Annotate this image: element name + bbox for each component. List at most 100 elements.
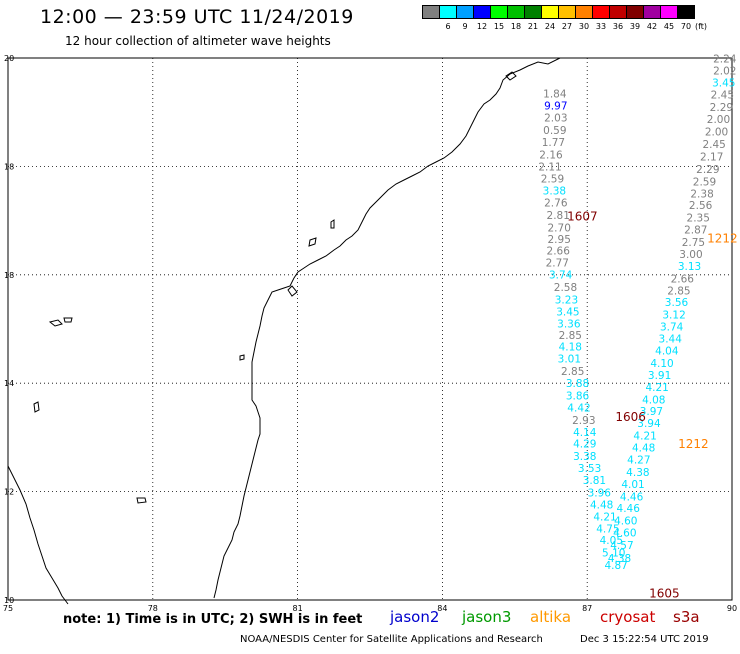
wave-height-label: 4.27 bbox=[627, 454, 650, 466]
wave-height-label: 2.58 bbox=[554, 282, 577, 294]
wave-height-label: 0.59 bbox=[543, 125, 566, 137]
wave-height-label: 9.97 bbox=[544, 100, 567, 112]
legend-label: 33 bbox=[595, 22, 607, 31]
note-text: note: 1) Time is in UTC; 2) SWH is in fe… bbox=[63, 612, 363, 627]
legend-label: 27 bbox=[561, 22, 573, 31]
island-f bbox=[136, 497, 147, 504]
lat-tick-label: 18 bbox=[4, 271, 14, 280]
track-time-label: 1212 bbox=[707, 231, 738, 245]
legend-label: 36 bbox=[612, 22, 624, 31]
wave-height-label: 1.84 bbox=[543, 89, 567, 101]
track-time-label: 1605 bbox=[649, 586, 680, 600]
wave-height-label: 4.57 bbox=[610, 540, 633, 552]
wave-height-label: 3.44 bbox=[659, 334, 683, 346]
wave-height-label: 2.87 bbox=[684, 225, 707, 237]
wave-height-label: 2.75 bbox=[682, 237, 705, 249]
lat-tick-label: 20 bbox=[4, 54, 14, 63]
mission-label-cryosat: cryosat bbox=[600, 608, 656, 626]
island-e bbox=[33, 401, 40, 413]
wave-height-label: 1.77 bbox=[542, 137, 565, 149]
island-i bbox=[505, 71, 517, 81]
wave-height-label: 3.74 bbox=[660, 322, 684, 334]
track-1212-outer: 2.242.023.452.452.292.002.002.452.172.29… bbox=[610, 53, 737, 552]
altimeter-tracks: 1.849.972.030.591.772.162.112.593.382.76… bbox=[538, 53, 736, 572]
wave-height-label: 2.85 bbox=[561, 366, 584, 378]
legend-label: 18 bbox=[510, 22, 522, 31]
wave-height-label: 2.35 bbox=[687, 213, 710, 225]
wave-height-label: 3.01 bbox=[558, 354, 581, 366]
wave-height-label: 2.70 bbox=[548, 222, 571, 234]
track-1607: 1.849.972.030.591.772.162.112.593.382.76… bbox=[538, 89, 631, 573]
mission-label-jason3: jason3 bbox=[462, 608, 512, 626]
mission-label-jason2: jason2 bbox=[390, 608, 440, 626]
wave-height-label: 2.59 bbox=[541, 174, 564, 186]
wave-height-label: 3.45 bbox=[712, 78, 735, 90]
wave-height-label: 4.87 bbox=[604, 560, 627, 572]
generated-timestamp: Dec 3 15:22:54 UTC 2019 bbox=[580, 634, 709, 645]
legend-label: 12 bbox=[476, 22, 488, 31]
color-legend: 6 9 12 15 18 21 24 27 30 33 36 39 42 45 70 (ft) bbox=[422, 5, 707, 34]
coastline-mainland bbox=[213, 57, 561, 599]
legend-swatch bbox=[677, 5, 695, 19]
wave-height-label: 2.24 bbox=[713, 53, 737, 65]
wave-height-label: 3.38 bbox=[543, 186, 566, 198]
wave-height-label: 2.76 bbox=[544, 198, 568, 210]
wave-height-label: 2.85 bbox=[559, 330, 582, 342]
mission-label-s3a: s3a bbox=[673, 608, 700, 626]
wave-height-label: 4.75 bbox=[596, 523, 619, 535]
wave-height-label: 4.21 bbox=[593, 511, 616, 523]
wave-height-label: 2.95 bbox=[548, 234, 571, 246]
wave-height-label: 2.45 bbox=[711, 90, 734, 102]
wave-height-label: 2.00 bbox=[707, 114, 730, 126]
wave-height-label: 3.13 bbox=[678, 261, 701, 273]
wave-height-label: 3.88 bbox=[566, 378, 589, 390]
lon-tick-label: 90 bbox=[727, 604, 737, 613]
legend-label: 42 bbox=[646, 22, 658, 31]
wave-height-label: 3.97 bbox=[640, 406, 663, 418]
island-c bbox=[48, 319, 63, 327]
island-b bbox=[308, 237, 317, 247]
legend-label: 15 bbox=[493, 22, 505, 31]
credit-text: NOAA/NESDIS Center for Satellite Applica… bbox=[240, 634, 543, 645]
legend-labels: 6 9 12 15 18 21 24 27 30 33 36 39 42 45 70 (ft) bbox=[422, 22, 707, 34]
legend-label: 21 bbox=[527, 22, 539, 31]
wave-height-label: 2.29 bbox=[696, 164, 719, 176]
wave-height-label: 3.36 bbox=[557, 318, 581, 330]
graticule: 75 78 81 84 87 90 20 18 18 14 12 10 bbox=[3, 54, 737, 613]
island-g bbox=[239, 354, 245, 361]
island-a bbox=[287, 285, 298, 297]
coastline bbox=[7, 57, 561, 605]
wave-height-label: 4.46 bbox=[617, 503, 641, 515]
legend-label: 24 bbox=[544, 22, 556, 31]
wave-height-label: 4.42 bbox=[567, 402, 590, 414]
wave-height-label: 3.53 bbox=[578, 463, 601, 475]
legend-label: 9 bbox=[462, 22, 468, 31]
wave-height-label: 2.38 bbox=[690, 188, 713, 200]
wave-height-label: 2.66 bbox=[671, 273, 695, 285]
wave-height-label: 4.48 bbox=[632, 442, 655, 454]
wave-height-label: 2.66 bbox=[547, 246, 571, 258]
track-time-label: 1607 bbox=[567, 210, 598, 224]
wave-height-label: 4.04 bbox=[655, 345, 679, 357]
track-time-label: 1212 bbox=[678, 437, 709, 451]
island-d bbox=[63, 317, 73, 323]
wave-height-label: 5.10 bbox=[602, 548, 625, 560]
wave-height-label: 4.60 bbox=[613, 528, 636, 540]
track-time-label: 1606 bbox=[615, 410, 646, 424]
wave-height-label: 2.85 bbox=[667, 285, 690, 297]
legend-swatches bbox=[422, 5, 695, 19]
wave-height-label: 3.56 bbox=[665, 297, 689, 309]
wave-height-label: 3.00 bbox=[679, 249, 702, 261]
legend-label: 70 bbox=[680, 22, 692, 31]
wave-height-label: 3.45 bbox=[556, 306, 579, 318]
wave-height-label: 2.03 bbox=[544, 112, 567, 124]
wave-height-label: 2.77 bbox=[546, 258, 569, 270]
wave-height-label: 4.21 bbox=[633, 431, 656, 443]
wave-height-label: 4.48 bbox=[590, 499, 613, 511]
coastline-west bbox=[7, 465, 69, 605]
wave-height-label: 2.56 bbox=[689, 200, 713, 212]
wave-height-label: 3.23 bbox=[555, 295, 578, 307]
wave-height-label: 4.14 bbox=[573, 427, 597, 439]
wave-height-label: 4.21 bbox=[645, 382, 668, 394]
